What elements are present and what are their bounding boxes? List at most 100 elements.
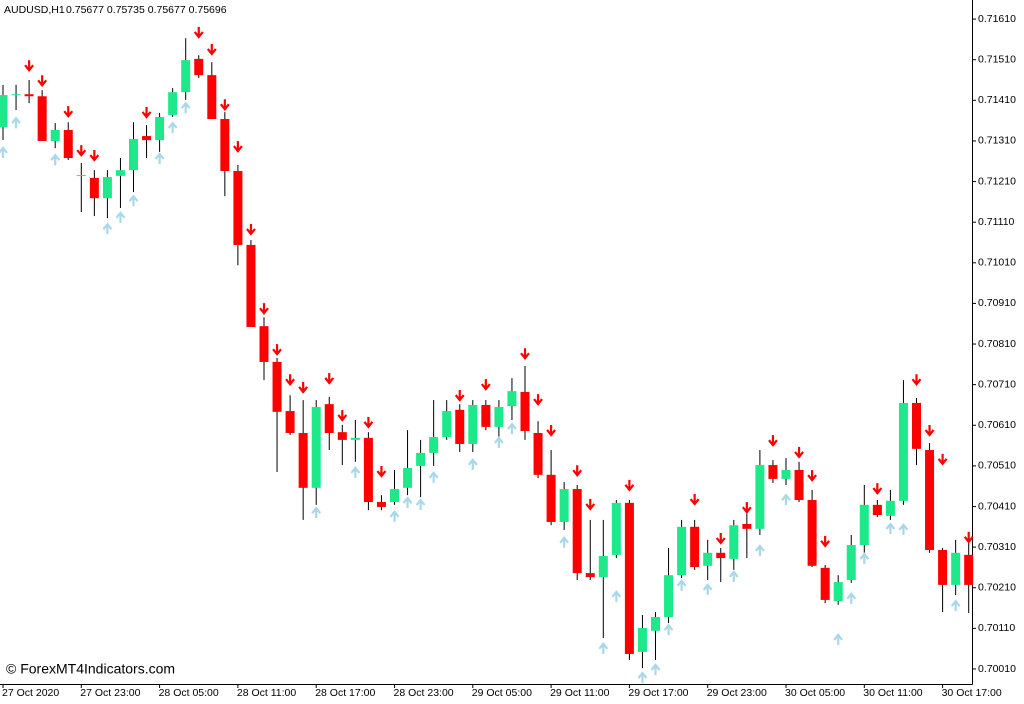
buy-arrow — [598, 642, 609, 654]
buy-arrow — [898, 523, 909, 535]
buy-arrow — [833, 633, 844, 645]
buy-arrow — [167, 121, 178, 134]
y-tick-label: 0.71410 — [978, 94, 1016, 106]
candle-body — [690, 526, 700, 568]
candle-body — [898, 402, 908, 501]
buy-arrow — [637, 671, 648, 684]
candle-body — [912, 402, 921, 449]
candle-body — [820, 567, 830, 600]
buy-arrow — [11, 116, 21, 129]
sell-arrow — [272, 344, 282, 356]
candle-body — [142, 136, 152, 141]
sell-arrow — [937, 453, 948, 466]
x-tick-label: 29 Oct 11:00 — [550, 687, 610, 699]
candle-body — [363, 437, 373, 503]
candle-body — [520, 391, 530, 431]
candle-body — [546, 474, 556, 522]
sell-arrow — [233, 141, 243, 153]
buy-arrow — [50, 153, 61, 166]
candle-body — [324, 404, 334, 433]
candle-body — [781, 469, 791, 479]
x-tick-label: 28 Oct 17:00 — [315, 687, 375, 699]
sell-arrow — [37, 75, 48, 88]
buy-arrow — [0, 146, 8, 158]
sell-arrow — [572, 465, 583, 477]
buy-arrow — [950, 599, 961, 612]
sell-arrow — [76, 145, 87, 157]
candle-body — [390, 489, 399, 503]
sell-arrow — [585, 498, 596, 511]
candle-body — [925, 450, 935, 550]
candle-body — [768, 465, 778, 479]
buy-arrow — [494, 436, 504, 448]
sell-arrow — [820, 535, 831, 548]
sell-arrow — [337, 409, 348, 422]
y-tick-label: 0.71510 — [978, 53, 1016, 65]
header-values: 0.75677 0.75735 0.75677 0.75696 — [66, 4, 227, 16]
candle-body — [494, 406, 504, 427]
candle-body — [468, 404, 478, 444]
candle-body — [311, 406, 321, 488]
candle-body — [442, 411, 452, 438]
candle-body — [559, 489, 569, 522]
sell-arrow — [89, 150, 100, 162]
buy-arrow — [389, 510, 400, 522]
buy-arrow — [102, 222, 113, 235]
sell-arrow — [546, 424, 556, 437]
buy-arrow — [650, 663, 661, 675]
candle-body — [168, 92, 178, 115]
candle-body — [272, 361, 282, 412]
candle-body — [572, 489, 582, 574]
candle-body — [76, 175, 86, 177]
candle-body — [664, 575, 674, 617]
y-tick-label: 0.70810 — [978, 338, 1016, 350]
x-tick-label: 27 Oct 2020 — [2, 687, 59, 699]
sell-arrow — [24, 60, 34, 72]
buy-arrow — [755, 544, 765, 556]
buy-arrow — [128, 194, 139, 207]
candle-body — [885, 500, 895, 516]
candle-body — [651, 616, 660, 631]
sell-arrow — [285, 374, 295, 386]
y-tick-label: 0.70510 — [978, 460, 1016, 472]
candle-body — [337, 432, 347, 440]
candle-body — [376, 502, 386, 507]
x-tick-label: 28 Oct 05:00 — [159, 687, 219, 699]
y-tick-label: 0.71010 — [978, 257, 1016, 269]
candle-body — [455, 409, 465, 444]
candle-body — [11, 94, 21, 96]
buy-arrow — [859, 552, 870, 565]
x-tick-label: 29 Oct 17:00 — [628, 687, 688, 699]
x-tick-label: 27 Oct 23:00 — [80, 687, 140, 699]
x-tick-label: 29 Oct 23:00 — [707, 687, 767, 699]
candle-body — [129, 138, 138, 171]
y-tick-label: 0.71310 — [978, 135, 1016, 147]
sell-arrow — [206, 43, 217, 56]
candle-body — [507, 391, 517, 407]
buy-arrow — [180, 101, 191, 114]
y-tick-label: 0.71110 — [978, 216, 1015, 228]
candle-body — [37, 96, 47, 141]
sell-arrow — [193, 26, 204, 39]
y-tick-label: 0.70210 — [978, 582, 1016, 594]
candle-body — [194, 58, 204, 76]
buy-arrow — [702, 583, 713, 595]
buy-arrow — [507, 422, 517, 435]
candle-body — [50, 129, 60, 141]
candle-body — [350, 437, 360, 440]
buy-arrow — [611, 590, 622, 602]
sell-arrow — [741, 502, 752, 514]
sell-arrow — [533, 394, 543, 406]
candle-body — [872, 504, 882, 516]
candle-body — [951, 552, 961, 585]
candle-body — [89, 177, 99, 199]
candle-body — [964, 554, 974, 585]
watermark: © ForexMT4Indicators.com — [6, 661, 175, 677]
x-tick-label: 28 Oct 11:00 — [237, 687, 297, 699]
candle-body — [807, 500, 817, 566]
buy-arrow — [676, 579, 687, 591]
candle-body — [115, 170, 125, 176]
sell-arrow — [911, 374, 922, 386]
sell-arrow — [376, 466, 387, 478]
